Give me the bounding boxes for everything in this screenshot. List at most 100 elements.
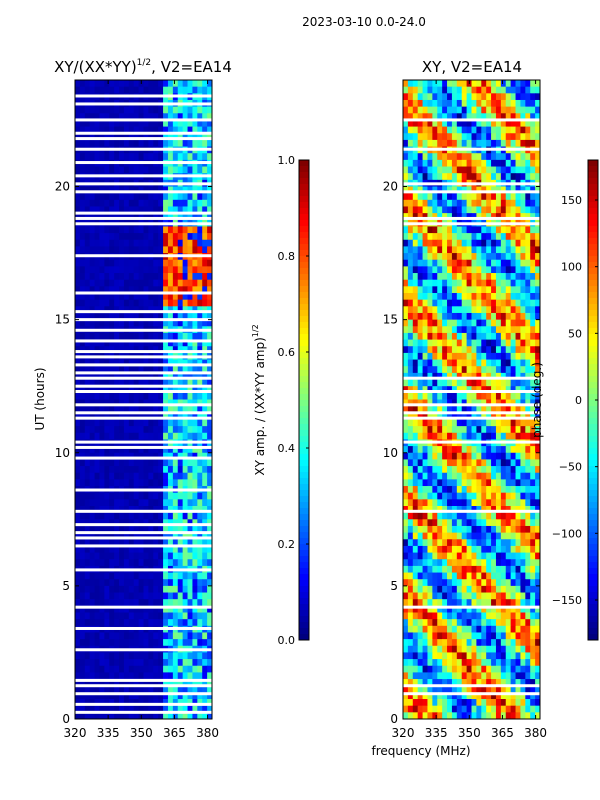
heatmap-cell	[535, 279, 541, 287]
heatmap-cell	[530, 412, 536, 420]
heatmap-cell	[163, 452, 169, 460]
heatmap-cell	[79, 359, 86, 367]
heatmap-cell	[202, 712, 208, 720]
heatmap-cell	[187, 632, 193, 640]
heatmap-cell	[520, 492, 526, 500]
heatmap-cell	[202, 233, 208, 241]
heatmap-cell	[476, 213, 482, 221]
flagged-row	[75, 456, 212, 460]
heatmap-cell	[182, 492, 188, 500]
heatmap-cell	[119, 585, 125, 593]
heatmap-cell	[104, 346, 110, 354]
heatmap-cell	[412, 266, 419, 274]
heatmap-cell	[510, 199, 516, 207]
heatmap-cell	[128, 213, 135, 221]
heatmap-cell	[535, 386, 541, 394]
heatmap-cell	[177, 512, 184, 520]
colorbar-segment	[299, 484, 309, 491]
heatmap-cell	[187, 246, 193, 254]
heatmap-cell	[192, 266, 198, 274]
heatmap-cell	[525, 259, 531, 267]
heatmap-cell	[447, 372, 453, 380]
heatmap-cell	[407, 139, 414, 147]
heatmap-cell	[143, 685, 149, 693]
heatmap-cell	[456, 332, 463, 340]
heatmap-cell	[148, 80, 154, 88]
heatmap-cell	[510, 472, 516, 480]
heatmap-cell	[530, 492, 536, 500]
heatmap-cell	[197, 512, 203, 520]
heatmap-cell	[123, 106, 130, 114]
heatmap-cell	[153, 226, 159, 234]
heatmap-cell	[520, 499, 526, 507]
heatmap-cell	[119, 332, 125, 340]
heatmap-cell	[158, 166, 164, 174]
heatmap-cell	[104, 399, 110, 407]
heatmap-cell	[461, 206, 467, 214]
heatmap-cell	[104, 545, 110, 553]
heatmap-cell	[133, 432, 139, 440]
heatmap-cell	[486, 525, 492, 534]
heatmap-cell	[187, 293, 193, 301]
heatmap-cell	[123, 332, 130, 340]
heatmap-cell	[123, 512, 130, 520]
heatmap-cell	[412, 299, 419, 307]
heatmap-cell	[471, 446, 477, 454]
heatmap-cell	[138, 106, 144, 114]
heatmap-cell	[417, 266, 423, 274]
heatmap-cell	[109, 266, 115, 274]
heatmap-cell	[153, 452, 159, 460]
heatmap-cell	[427, 466, 433, 474]
heatmap-cell	[456, 379, 463, 387]
heatmap-cell	[202, 366, 208, 374]
heatmap-cell	[500, 332, 507, 340]
heatmap-cell	[119, 492, 125, 500]
heatmap-cell	[99, 293, 105, 301]
heatmap-cell	[417, 412, 423, 420]
heatmap-cell	[461, 565, 467, 573]
heatmap-cell	[114, 86, 120, 94]
heatmap-cell	[192, 699, 198, 707]
heatmap-cell	[94, 306, 100, 314]
heatmap-cell	[197, 412, 203, 420]
heatmap-cell	[491, 359, 497, 367]
heatmap-cell	[79, 592, 86, 600]
heatmap-cell	[119, 113, 125, 121]
colorbar-segment	[299, 250, 309, 257]
heatmap-cell	[119, 539, 125, 547]
heatmap-cell	[447, 499, 453, 507]
heatmap-cell	[104, 432, 110, 440]
heatmap-cell	[158, 572, 164, 580]
heatmap-cell	[187, 585, 193, 593]
heatmap-cell	[75, 672, 81, 680]
heatmap-cell	[447, 572, 453, 580]
heatmap-cell	[202, 113, 208, 121]
heatmap-cell	[148, 559, 154, 567]
heatmap-cell	[99, 133, 105, 141]
heatmap-cell	[407, 259, 414, 267]
heatmap-cell	[525, 419, 531, 427]
heatmap-cell	[202, 532, 208, 540]
colorbar-segment	[299, 178, 309, 185]
heatmap-cell	[153, 139, 159, 147]
heatmap-cell	[182, 559, 188, 567]
heatmap-cell	[491, 459, 497, 467]
heatmap-cell	[456, 299, 463, 307]
heatmap-cell	[182, 379, 188, 387]
heatmap-cell	[128, 193, 135, 201]
heatmap-cell	[114, 692, 120, 700]
heatmap-cell	[167, 273, 174, 281]
heatmap-cell	[481, 539, 487, 547]
colorbar-segment	[299, 514, 309, 521]
heatmap-cell	[109, 419, 115, 427]
heatmap-cell	[530, 479, 536, 487]
heatmap-cell	[466, 352, 472, 360]
heatmap-cell	[79, 479, 86, 487]
heatmap-cell	[461, 186, 467, 194]
heatmap-cell	[427, 352, 433, 360]
heatmap-cell	[104, 226, 110, 234]
heatmap-cell	[515, 226, 521, 234]
heatmap-cell	[197, 359, 203, 367]
heatmap-cell	[412, 86, 419, 94]
heatmap-cell	[109, 319, 115, 327]
